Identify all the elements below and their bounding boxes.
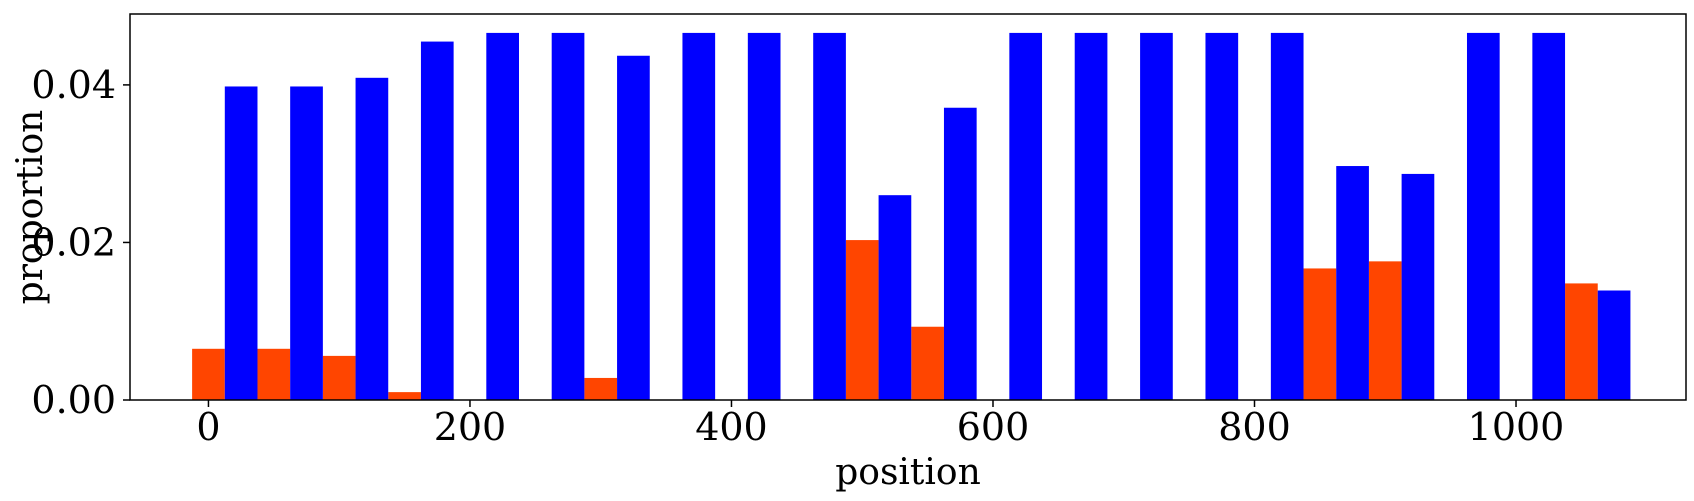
x-tick-label: 200 xyxy=(434,405,507,449)
x-tick-label: 800 xyxy=(1218,405,1291,449)
bar-series-1-7 xyxy=(682,32,716,400)
bar-series-1-15 xyxy=(1205,32,1239,400)
bar-series-1-4 xyxy=(486,32,519,400)
bar-series-0-21 xyxy=(1565,283,1598,400)
plot-frame xyxy=(129,13,1687,401)
bar-series-0-3 xyxy=(388,392,421,400)
bar-series-0-6 xyxy=(584,377,618,400)
bar-series-1-3 xyxy=(420,41,454,400)
y-tick-label: 0.02 xyxy=(31,220,116,264)
x-tick-label: 0 xyxy=(196,405,220,449)
x-tick-label: 1000 xyxy=(1468,405,1565,449)
y-tick-label: 0.00 xyxy=(31,378,116,422)
bar-series-1-9 xyxy=(813,32,846,400)
bar-series-0-11 xyxy=(911,326,944,400)
bar-series-1-0 xyxy=(224,86,258,400)
bar-series-0-2 xyxy=(322,355,356,400)
bar-series-0-18 xyxy=(1368,261,1402,400)
bar-series-1-20 xyxy=(1532,32,1566,400)
x-axis-label: position xyxy=(835,452,981,493)
bar-series-1-10 xyxy=(878,195,912,400)
bar-series-1-18 xyxy=(1401,173,1435,400)
bar-series-1-12 xyxy=(1009,32,1043,400)
bar-series-1-6 xyxy=(617,55,650,401)
bar-series-1-1 xyxy=(290,86,323,400)
bar-series-1-13 xyxy=(1074,32,1108,400)
bar-series-1-17 xyxy=(1336,166,1369,400)
bar-series-0-10 xyxy=(845,240,879,400)
x-tick-label: 600 xyxy=(957,405,1030,449)
bar-series-1-14 xyxy=(1140,32,1173,400)
bar-series-0-17 xyxy=(1303,268,1337,400)
y-axis-label: proportion xyxy=(10,110,51,305)
bar-series-0-1 xyxy=(257,348,291,400)
bar-series-1-5 xyxy=(551,32,585,400)
bar-series-1-21 xyxy=(1597,290,1631,400)
bar-series-1-19 xyxy=(1466,32,1500,400)
x-tick-label: 400 xyxy=(695,405,768,449)
bar-series-1-8 xyxy=(747,32,781,400)
bars-layer xyxy=(192,32,1631,401)
y-tick-label: 0.04 xyxy=(31,63,116,107)
ticks-layer: 0 200 400 600 800 1000 0.00 0.02 0.04 xyxy=(31,63,1564,449)
bar-series-1-16 xyxy=(1270,32,1304,400)
bar-series-1-2 xyxy=(355,77,389,400)
bar-series-0-0 xyxy=(192,348,225,400)
bar-series-1-11 xyxy=(943,107,977,400)
